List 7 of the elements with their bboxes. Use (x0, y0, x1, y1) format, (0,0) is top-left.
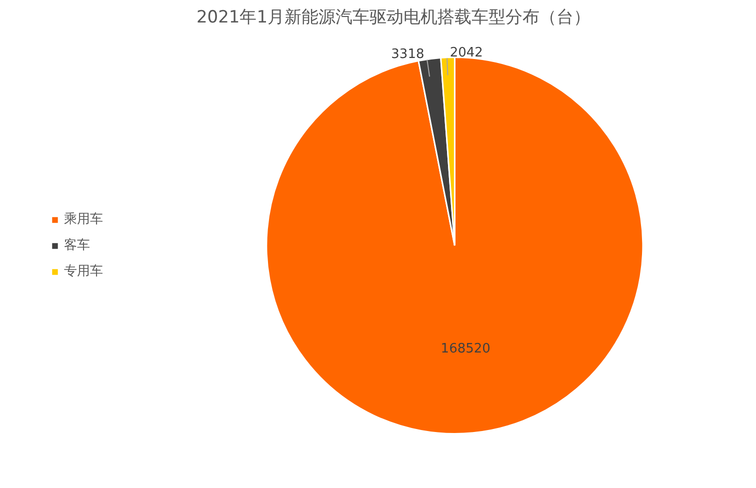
legend-label: 乘用车 (64, 211, 103, 228)
chart-title: 2021年1月新能源汽车驱动电机搭载车型分布（台） (196, 8, 591, 28)
data-label: 168520 (440, 341, 490, 356)
data-label: 2042 (450, 45, 483, 60)
data-label: 3318 (391, 47, 424, 62)
legend-label: 客车 (64, 237, 90, 254)
legend-label: 专用车 (64, 263, 103, 280)
